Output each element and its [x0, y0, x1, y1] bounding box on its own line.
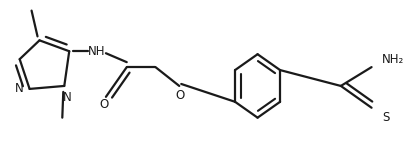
Text: N: N: [15, 82, 23, 95]
Text: O: O: [99, 98, 109, 111]
Text: O: O: [176, 89, 185, 102]
Text: NH: NH: [88, 45, 106, 58]
Text: N: N: [63, 91, 72, 104]
Text: S: S: [383, 111, 390, 124]
Text: NH₂: NH₂: [381, 53, 404, 66]
